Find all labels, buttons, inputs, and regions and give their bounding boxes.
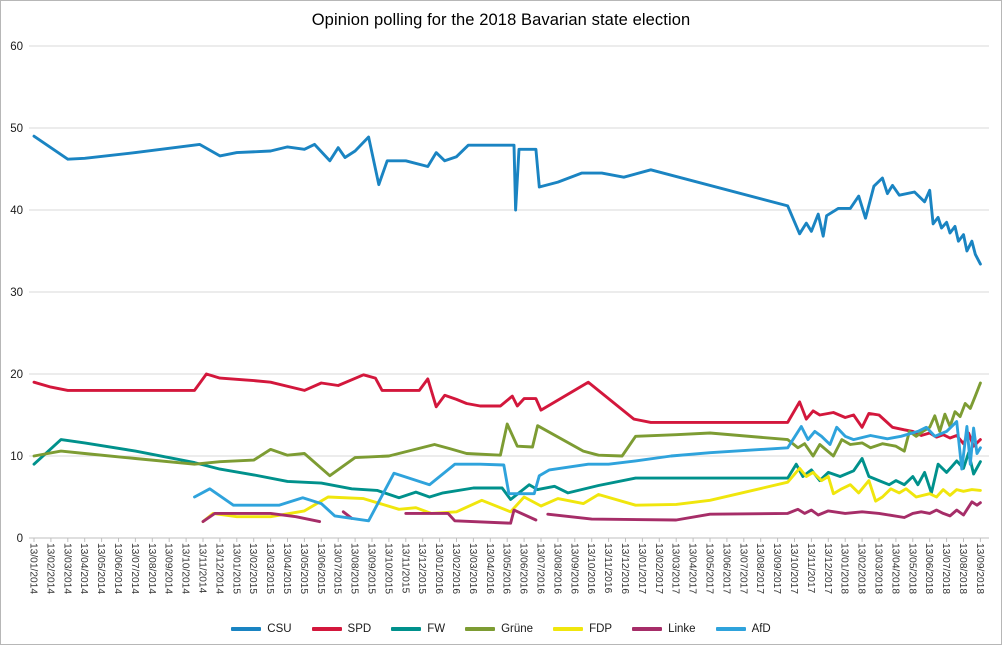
x-axis-tick-label: 13/08/2014 xyxy=(146,543,157,594)
series-line-linke xyxy=(201,511,322,524)
y-axis-tick-label: 40 xyxy=(10,205,23,217)
x-axis-tick-label: 13/04/2014 xyxy=(78,543,89,594)
x-axis-tick-label: 13/07/2017 xyxy=(737,543,748,594)
legend-swatch-linke xyxy=(632,627,663,631)
x-axis-tick-label: 13/06/2017 xyxy=(720,543,731,594)
legend-item-afd: AfD xyxy=(715,623,771,635)
x-axis-tick-label: 13/04/2017 xyxy=(687,543,698,594)
legend-label-afd: AfD xyxy=(751,623,771,635)
series-line-linke xyxy=(546,500,982,522)
x-axis-tick-label: 13/02/2016 xyxy=(450,543,461,594)
x-axis-tick-label: 13/11/2017 xyxy=(805,543,816,594)
legend-swatch-fdp xyxy=(553,627,584,631)
x-axis-tick-label: 13/03/2018 xyxy=(873,543,884,594)
series-line-csu xyxy=(32,134,982,266)
legend-label-grüne: Grüne xyxy=(501,623,534,635)
legend-item-linke: Linke xyxy=(632,623,696,635)
x-axis-tick-label: 13/06/2014 xyxy=(112,543,123,594)
legend-item-csu: CSU xyxy=(231,623,292,635)
x-axis-tick-label: 13/10/2015 xyxy=(382,543,393,594)
legend-label-fw: FW xyxy=(427,623,446,635)
x-axis-tick-label: 13/11/2015 xyxy=(399,543,410,594)
x-axis-tick-label: 13/01/2018 xyxy=(839,543,850,594)
legend-label-linke: Linke xyxy=(668,623,696,635)
y-axis-tick-label: 30 xyxy=(10,287,23,299)
x-axis-tick-label: 13/04/2018 xyxy=(889,543,900,594)
x-axis-tick-label: 13/05/2018 xyxy=(906,543,917,594)
legend: CSU SPD FW Grüne FDP Linke AfD xyxy=(1,623,1001,635)
x-axis-tick-label: 13/07/2014 xyxy=(129,543,140,594)
x-axis-tick-label: 13/07/2018 xyxy=(940,543,951,594)
x-axis-tick-label: 13/01/2016 xyxy=(433,543,444,594)
legend-item-grüne: Grüne xyxy=(465,623,533,635)
x-axis-tick-label: 13/06/2015 xyxy=(315,543,326,594)
x-axis-tick-label: 13/08/2015 xyxy=(349,543,360,594)
x-axis-tick-label: 13/02/2015 xyxy=(247,543,258,594)
x-axis-tick-label: 13/05/2015 xyxy=(298,543,309,594)
x-axis-tick-label: 13/01/2014 xyxy=(28,543,39,594)
x-axis-tick-label: 13/03/2016 xyxy=(467,543,478,594)
x-axis-tick-label: 13/09/2018 xyxy=(974,543,985,594)
x-axis-tick-label: 13/09/2014 xyxy=(163,543,174,594)
x-axis-tick-label: 13/12/2016 xyxy=(619,543,630,594)
x-axis-tick-label: 13/08/2016 xyxy=(551,543,562,594)
y-axis-tick-label: 0 xyxy=(17,533,23,545)
series-line-linke xyxy=(404,508,538,525)
x-axis-tick-label: 13/01/2017 xyxy=(636,543,647,594)
x-axis-tick-label: 13/07/2016 xyxy=(535,543,546,594)
legend-swatch-afd xyxy=(715,627,746,631)
x-axis-tick-label: 13/09/2015 xyxy=(366,543,377,594)
x-axis-tick-label: 13/06/2018 xyxy=(923,543,934,594)
x-axis-tick-label: 13/08/2018 xyxy=(957,543,968,594)
x-axis-tick-label: 13/04/2015 xyxy=(281,543,292,594)
legend-item-fdp: FDP xyxy=(553,623,612,635)
legend-item-fw: FW xyxy=(391,623,445,635)
x-axis-tick-label: 13/09/2017 xyxy=(771,543,782,594)
x-axis-tick-label: 13/12/2017 xyxy=(822,543,833,594)
legend-swatch-csu xyxy=(231,627,262,631)
series-line-fdp xyxy=(201,466,982,524)
legend-swatch-fw xyxy=(391,627,422,631)
legend-item-spd: SPD xyxy=(311,623,372,635)
x-axis-tick-label: 13/11/2016 xyxy=(602,543,613,594)
x-axis-tick-label: 13/10/2016 xyxy=(585,543,596,594)
x-axis-tick-label: 13/05/2016 xyxy=(501,543,512,594)
x-axis-tick-label: 13/03/2017 xyxy=(670,543,681,594)
legend-swatch-spd xyxy=(311,627,342,631)
legend-swatch-grüne xyxy=(465,627,496,631)
legend-label-csu: CSU xyxy=(267,623,292,635)
y-axis-tick-label: 20 xyxy=(10,369,23,381)
x-axis-tick-label: 13/10/2017 xyxy=(788,543,799,594)
x-axis-tick-label: 13/10/2014 xyxy=(180,543,191,594)
legend-label-spd: SPD xyxy=(347,623,372,635)
x-axis-tick-label: 13/02/2017 xyxy=(653,543,664,594)
x-axis-tick-label: 13/07/2015 xyxy=(332,543,343,594)
x-axis-tick-label: 13/05/2014 xyxy=(95,543,106,594)
series-line-afd xyxy=(193,420,982,523)
x-axis-tick-label: 13/12/2014 xyxy=(213,543,224,594)
x-axis-tick-label: 13/08/2017 xyxy=(754,543,765,594)
x-axis-tick-label: 13/03/2014 xyxy=(61,543,72,594)
x-axis-tick-label: 13/04/2016 xyxy=(484,543,495,594)
x-axis-tick-label: 13/12/2015 xyxy=(416,543,427,594)
y-axis-tick-label: 60 xyxy=(10,41,23,53)
x-axis-tick-label: 13/02/2018 xyxy=(856,543,867,594)
x-axis-tick-label: 13/06/2016 xyxy=(518,543,529,594)
x-axis-tick-label: 13/01/2015 xyxy=(230,543,241,594)
y-axis-tick-label: 10 xyxy=(10,451,23,463)
series-line-fw xyxy=(32,438,982,501)
series-line-spd xyxy=(32,372,982,448)
x-axis-tick-label: 13/02/2014 xyxy=(44,543,55,594)
x-axis-tick-label: 13/03/2015 xyxy=(264,543,275,594)
x-axis-tick-label: 13/11/2014 xyxy=(197,543,208,594)
x-axis-tick-label: 13/05/2017 xyxy=(704,543,715,594)
y-axis-tick-label: 50 xyxy=(10,123,23,135)
x-axis-tick-label: 13/09/2016 xyxy=(568,543,579,594)
series-line-grüne xyxy=(32,381,982,478)
chart-title: Opinion polling for the 2018 Bavarian st… xyxy=(311,11,691,29)
legend-label-fdp: FDP xyxy=(589,623,613,635)
